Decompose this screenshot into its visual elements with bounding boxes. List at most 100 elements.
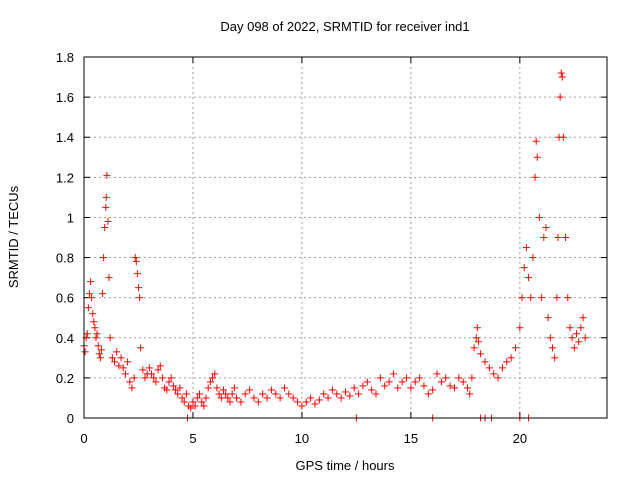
y-tick-label: 0.6 (56, 291, 74, 306)
data-point (525, 274, 533, 282)
data-point (549, 344, 557, 352)
data-point (455, 374, 463, 382)
data-point (557, 69, 565, 77)
data-point (485, 364, 493, 372)
data-point (442, 374, 450, 382)
data-point (148, 370, 156, 378)
data-point (538, 294, 546, 302)
data-point (459, 378, 467, 386)
data-point (119, 364, 127, 372)
data-point (111, 358, 119, 366)
data-point (289, 394, 297, 402)
data-point (145, 364, 153, 372)
data-point (108, 354, 116, 362)
data-point (96, 354, 104, 362)
data-point (572, 330, 580, 338)
data-point (532, 137, 540, 145)
grid (84, 57, 607, 418)
data-point (490, 370, 498, 378)
data-point (546, 334, 554, 342)
x-tick-label: 0 (80, 431, 87, 446)
data-point (568, 334, 576, 342)
data-points (80, 69, 589, 422)
y-tick-label: 0 (67, 411, 74, 426)
data-point (158, 374, 166, 382)
data-point (553, 294, 561, 302)
data-point (280, 384, 288, 392)
data-point (307, 394, 315, 402)
data-point (85, 290, 93, 298)
data-point (424, 390, 432, 398)
data-point (209, 374, 217, 382)
data-point (337, 394, 345, 402)
data-point (558, 73, 566, 81)
x-tick-label: 15 (404, 431, 418, 446)
data-point (237, 398, 245, 406)
data-point (228, 390, 236, 398)
y-tick-label: 0.8 (56, 251, 74, 266)
data-point (466, 390, 474, 398)
data-point (527, 294, 535, 302)
data-point (315, 396, 323, 404)
data-point (90, 318, 98, 326)
data-point (215, 390, 223, 398)
data-point (115, 362, 123, 370)
data-point (389, 370, 397, 378)
data-point (285, 390, 293, 398)
y-tick-label: 1.2 (56, 170, 74, 185)
data-point (411, 378, 419, 386)
data-point (241, 390, 249, 398)
x-axis-label: GPS time / hours (296, 458, 395, 473)
data-point (213, 384, 221, 392)
data-point (533, 153, 541, 161)
data-point (88, 294, 96, 302)
data-point (468, 374, 476, 382)
data-point (92, 334, 100, 342)
data-point (136, 294, 144, 302)
data-point (520, 264, 528, 272)
data-point (254, 398, 262, 406)
data-point (94, 342, 102, 350)
data-point (267, 386, 275, 394)
data-point (106, 334, 114, 342)
data-point (420, 382, 428, 390)
data-point (311, 400, 319, 408)
data-point (503, 358, 511, 366)
data-point (562, 234, 570, 241)
data-point (381, 382, 389, 390)
data-point (202, 394, 210, 402)
data-point (346, 392, 354, 400)
data-point (128, 384, 136, 392)
data-point (498, 364, 506, 372)
data-point (522, 244, 530, 252)
data-point (368, 386, 376, 394)
data-point (87, 278, 95, 286)
x-tick-label: 10 (295, 431, 309, 446)
data-point (350, 384, 358, 392)
y-axis-label: SRMTID / TECUs (6, 185, 21, 288)
data-point (204, 384, 212, 392)
y-tick-label: 1.6 (56, 90, 74, 105)
data-point (174, 390, 182, 398)
data-point (195, 390, 203, 398)
data-point (302, 398, 310, 406)
data-point (152, 378, 160, 386)
y-tick-label: 1.8 (56, 50, 74, 65)
data-point (83, 330, 91, 338)
data-point (464, 384, 472, 392)
x-tick-label: 5 (189, 431, 196, 446)
y-tick-label: 1.4 (56, 130, 74, 145)
data-point (433, 370, 441, 378)
data-point (259, 390, 267, 398)
data-point (250, 394, 258, 402)
data-point (154, 366, 162, 374)
data-point (570, 344, 578, 352)
data-point (95, 350, 103, 358)
y-tick-label: 1 (67, 210, 74, 225)
data-point (198, 398, 206, 406)
data-point (165, 378, 173, 386)
data-point (355, 390, 363, 398)
data-point (133, 270, 141, 278)
